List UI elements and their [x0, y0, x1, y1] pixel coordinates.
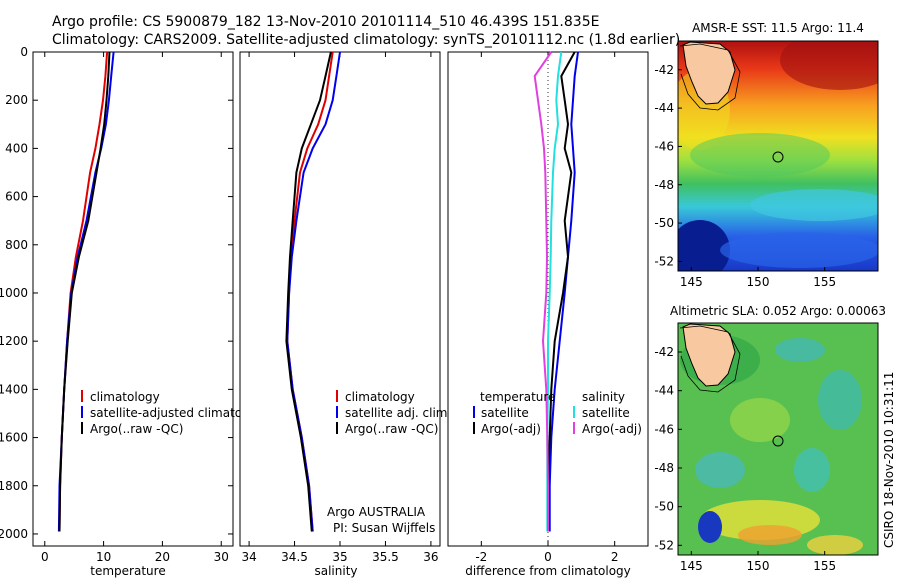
x-tick-label: 2 — [611, 550, 619, 564]
difference-x-axis: -2 0 2 — [475, 52, 618, 564]
salinity-axes-box — [239, 51, 441, 547]
salinity-xlabel: salinity — [314, 564, 357, 578]
figure-title-line2: Climatology: CARS2009. Satellite-adjuste… — [52, 32, 680, 48]
y-tick-label: 0 — [20, 45, 28, 59]
series-line-argo — [285, 51, 332, 532]
sst-map-box — [677, 40, 879, 272]
temperature-axes-box — [32, 51, 234, 547]
x-tick-label: 36 — [423, 550, 438, 564]
x-tick-label: 0 — [544, 550, 552, 564]
y-tick-label: 1800 — [0, 479, 28, 493]
y-tick-label: 400 — [5, 141, 28, 155]
legend-header-salinity: salinity — [582, 390, 625, 404]
salinity-x-axis: 34 34.5 35 35.5 36 — [241, 52, 439, 564]
argo-program-annotation: Argo AUSTRALIA — [327, 505, 426, 519]
map-x-tick-label: 150 — [747, 559, 770, 573]
y-tick-label: 600 — [5, 190, 28, 204]
y-tick-label: 1400 — [0, 382, 28, 396]
legend-label-satellite: satellite-adjusted climatology — [90, 406, 268, 420]
series-line-salinity-argo — [533, 51, 553, 532]
tasmania-landmass — [682, 41, 736, 105]
map-x-tick-label: 145 — [680, 559, 703, 573]
map-y-tick-label: -52 — [654, 254, 674, 268]
y-tick-label: 2000 — [0, 527, 28, 541]
difference-legend: temperature salinity satellite Argo(-adj… — [473, 390, 642, 436]
legend-label-sal-satellite: satellite — [582, 406, 630, 420]
temperature-legend: climatology satellite-adjusted climatolo… — [81, 390, 268, 436]
map-y-tick-label: -52 — [654, 538, 674, 552]
credit-label: CSIRO 18-Nov-2010 10:31:11 — [882, 372, 896, 548]
salinity-series — [285, 51, 341, 532]
tasmania-landmass — [682, 323, 736, 387]
difference-xlabel: difference from climatology — [465, 564, 631, 578]
y-tick-label: 1200 — [0, 334, 28, 348]
map-y-tick-label: -46 — [654, 422, 674, 436]
map-y-tick-label: -50 — [654, 500, 674, 514]
argo-float-marker — [772, 435, 784, 447]
map-y-tick-label: -46 — [654, 139, 674, 153]
x-tick-label: 10 — [96, 550, 111, 564]
series-line-temperature-satellite — [548, 51, 579, 532]
map-y-tick-label: -42 — [654, 345, 674, 359]
sst-field — [678, 41, 878, 271]
map-x-tick-label: 150 — [747, 275, 770, 289]
x-tick-label: 35.5 — [372, 550, 399, 564]
legend-label-argo: Argo(..raw -QC) — [345, 422, 438, 436]
sst-map-title: AMSR-E SST: 11.5 Argo: 11.4 — [692, 21, 864, 35]
difference-panel: -2 0 2 difference from climatology tempera… — [447, 51, 649, 578]
legend-label-temp-argo: Argo(-adj) — [481, 422, 541, 436]
temperature-series — [57, 51, 115, 532]
series-line-temperature-argo — [547, 51, 576, 532]
legend-label-argo: Argo(..raw -QC) — [90, 422, 183, 436]
salinity-legend: climatology satellite adj. clim. Argo(..… — [336, 390, 451, 436]
map-y-tick-label: -50 — [654, 216, 674, 230]
map-y-tick-label: -42 — [654, 63, 674, 77]
legend-label-climatology: climatology — [345, 390, 415, 404]
map-y-tick-label: -44 — [654, 384, 674, 398]
map-x-tick-label: 155 — [813, 559, 836, 573]
legend-header-temperature: temperature — [480, 390, 555, 404]
map-y-tick-label: -44 — [654, 101, 674, 115]
sla-map-box — [677, 322, 879, 556]
sla-field — [678, 323, 878, 555]
x-tick-label: 34 — [241, 550, 256, 564]
sla-map-axes: 145 150 155 -42 -44 -46 -48 -50 -52 — [654, 345, 836, 573]
map-x-tick-label: 155 — [813, 275, 836, 289]
sst-map-panel: AMSR-E SST: 11.5 Argo: 11.4 145 150 155 -42… — [654, 21, 879, 289]
y-tick-label: 800 — [5, 238, 28, 252]
temperature-xlabel: temperature — [90, 564, 165, 578]
y-tick-label: 200 — [5, 93, 28, 107]
pi-annotation: PI: Susan Wijffels — [333, 521, 435, 535]
sla-map-panel: Altimetric SLA: 0.052 Argo: 0.00063 145 1… — [654, 304, 886, 573]
map-y-tick-label: -48 — [654, 178, 674, 192]
x-tick-label: 20 — [155, 550, 170, 564]
x-tick-label: -2 — [475, 550, 487, 564]
sla-map-title: Altimetric SLA: 0.052 Argo: 0.00063 — [670, 304, 886, 318]
map-y-tick-label: -48 — [654, 461, 674, 475]
legend-label-sal-argo: Argo(-adj) — [582, 422, 642, 436]
legend-label-temp-satellite: satellite — [481, 406, 529, 420]
x-tick-label: 30 — [214, 550, 229, 564]
difference-series — [533, 51, 579, 532]
legend-label-satellite: satellite adj. clim. — [345, 406, 451, 420]
x-tick-label: 35 — [332, 550, 347, 564]
figure-title-line1: Argo profile: CS 5900879_182 13-Nov-2010… — [52, 14, 599, 30]
sst-map-axes: 145 150 155 -42 -44 -46 -48 -50 -52 — [654, 63, 836, 289]
map-x-tick-label: 145 — [680, 275, 703, 289]
temperature-x-axis: 0 10 20 30 — [41, 52, 229, 564]
x-tick-label: 0 — [41, 550, 49, 564]
sla-contour — [679, 325, 741, 393]
y-tick-label: 1000 — [0, 286, 28, 300]
x-tick-label: 34.5 — [281, 550, 308, 564]
legend-label-climatology: climatology — [90, 390, 160, 404]
series-line-argo — [58, 51, 111, 532]
y-tick-label: 1600 — [0, 431, 28, 445]
sst-contour — [679, 43, 741, 111]
salinity-panel: 34 34.5 35 35.5 36 salinity climatology sate… — [239, 51, 451, 578]
argo-float-marker — [772, 151, 784, 163]
